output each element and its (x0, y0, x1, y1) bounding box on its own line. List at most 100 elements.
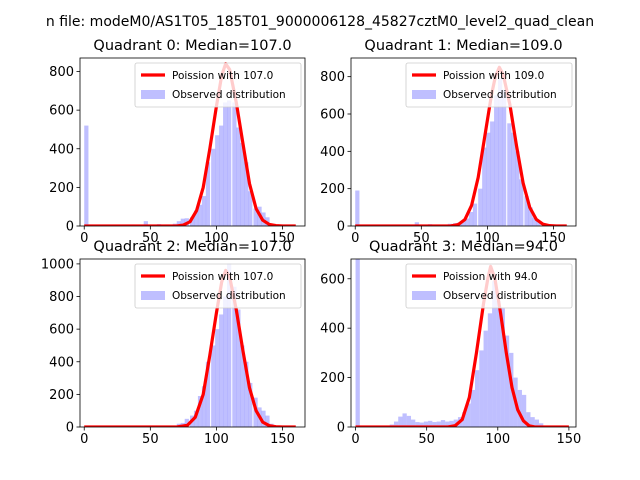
histogram-bar (189, 217, 195, 226)
histogram-bar (215, 329, 220, 427)
x-tick-label: 100 (475, 231, 500, 246)
histogram-bar (468, 212, 474, 226)
legend-box (134, 62, 302, 108)
histogram-bar (507, 123, 512, 226)
x-tick-label: 150 (270, 231, 295, 246)
histogram-bar (265, 415, 270, 427)
histogram-bar (236, 127, 241, 226)
histogram-bar (193, 210, 199, 226)
y-tick-label: 200 (49, 388, 74, 403)
histogram-bar (240, 345, 245, 427)
histogram-bar (483, 330, 488, 427)
histogram-bar (398, 416, 403, 427)
histogram-bar (482, 147, 487, 226)
histogram-bar (479, 350, 484, 427)
histogram-bar (193, 410, 199, 427)
histogram-bar (462, 412, 467, 427)
histogram-bar (419, 422, 424, 427)
histogram-bar (219, 125, 224, 226)
histogram-bar (521, 394, 527, 427)
histogram-bar (511, 132, 516, 226)
x-tick-label: 100 (485, 432, 510, 447)
legend-label-observed: Observed distribution (172, 89, 286, 101)
histogram-bar (197, 396, 203, 427)
histogram-bar (240, 142, 245, 226)
legend: Poission with 109.0 Observed distribution (405, 62, 573, 108)
y-tick-label: 0 (66, 220, 74, 235)
histogram-bar (532, 217, 537, 226)
legend-box (405, 62, 573, 108)
histogram-bar (515, 151, 520, 226)
chart-panel-1: 0 50 100 150 0 200 400 600 800 Quadrant 1: Median… (320, 38, 577, 246)
histogram-bar (143, 221, 148, 226)
legend-label-observed: Observed distribution (443, 290, 557, 302)
y-tick-label: 600 (320, 108, 345, 123)
histogram-bar (517, 389, 522, 427)
legend-label-poisson: Poission with 94.0 (443, 271, 538, 283)
histogram-bar (205, 162, 211, 226)
legend: Poission with 94.0 Observed distribution (405, 263, 573, 309)
legend-patch-swatch (412, 291, 436, 300)
histogram-bar (248, 191, 253, 226)
legend-label-poisson: Poission with 107.0 (172, 271, 273, 283)
legend-patch-swatch (141, 90, 165, 99)
histogram-bar (472, 203, 478, 226)
y-tick-label: 400 (49, 355, 74, 370)
x-tick-label: 50 (413, 231, 430, 246)
histogram-bar (211, 345, 216, 427)
chart-panel-2: 0 50 100 150 0 200 400 600 800 1000 Quadrant 2: Me… (41, 239, 306, 447)
legend-patch-swatch (412, 90, 436, 99)
y-tick-label: 600 (49, 323, 74, 338)
histogram-bar (414, 222, 419, 226)
histogram-bar (201, 386, 207, 427)
histogram-bar (490, 121, 495, 226)
y-tick-label: 800 (320, 70, 345, 85)
histogram-bar (253, 208, 258, 226)
x-tick-label: 50 (142, 432, 159, 447)
chart-panel-0: 0 50 100 150 0 200 400 600 800 Quadrant 0: Median… (49, 38, 306, 246)
figure-suptitle: n file: modeM0/AS1T05_185T01_9000006128_… (46, 14, 594, 30)
histogram-bar (84, 125, 89, 226)
histogram-bar (504, 335, 510, 427)
histogram-bar (227, 263, 232, 427)
histogram-bar (248, 382, 253, 427)
histogram-bar (501, 89, 507, 226)
x-tick-label: 0 (80, 432, 88, 447)
histogram-bar (201, 196, 207, 226)
histogram-bar (219, 314, 224, 427)
chart-title: Quadrant 2: Median=107.0 (93, 239, 291, 255)
histogram-bar (464, 218, 470, 226)
histogram-bar (406, 415, 412, 427)
x-tick-label: 150 (541, 231, 566, 246)
histogram-bar (534, 419, 540, 427)
histogram-bar (223, 296, 228, 427)
y-tick-label: 800 (49, 65, 74, 80)
histogram-bar (460, 221, 466, 226)
histogram-bar (215, 135, 220, 226)
histogram-bar (211, 148, 216, 226)
histogram-bar (432, 422, 437, 427)
y-tick-label: 400 (320, 145, 345, 160)
y-tick-label: 200 (49, 181, 74, 196)
chart-panel-3: 0 50 100 150 0 200 400 600 Quadrant 3: Median=94… (320, 239, 581, 447)
histogram-bar (436, 421, 441, 427)
legend-box (134, 263, 302, 309)
legend: Poission with 107.0 Observed distribution (134, 263, 302, 309)
histogram-bar (232, 286, 237, 427)
legend: Poission with 107.0 Observed distribution (134, 62, 302, 108)
x-tick-label: 0 (351, 432, 359, 447)
histogram-bar (478, 188, 483, 226)
legend-label-observed: Observed distribution (172, 290, 286, 302)
x-tick-label: 100 (204, 432, 229, 447)
axes-frame (350, 57, 577, 227)
histogram-bar (536, 221, 541, 226)
x-tick-label: 0 (80, 231, 88, 246)
histogram-bar (539, 423, 544, 427)
histogram-bar (236, 309, 241, 427)
histogram-bar (475, 370, 480, 427)
chart-title: Quadrant 3: Median=94.0 (369, 239, 558, 255)
histogram-bar (184, 418, 189, 427)
histogram-bar (244, 162, 249, 226)
histogram-bar (466, 403, 471, 427)
